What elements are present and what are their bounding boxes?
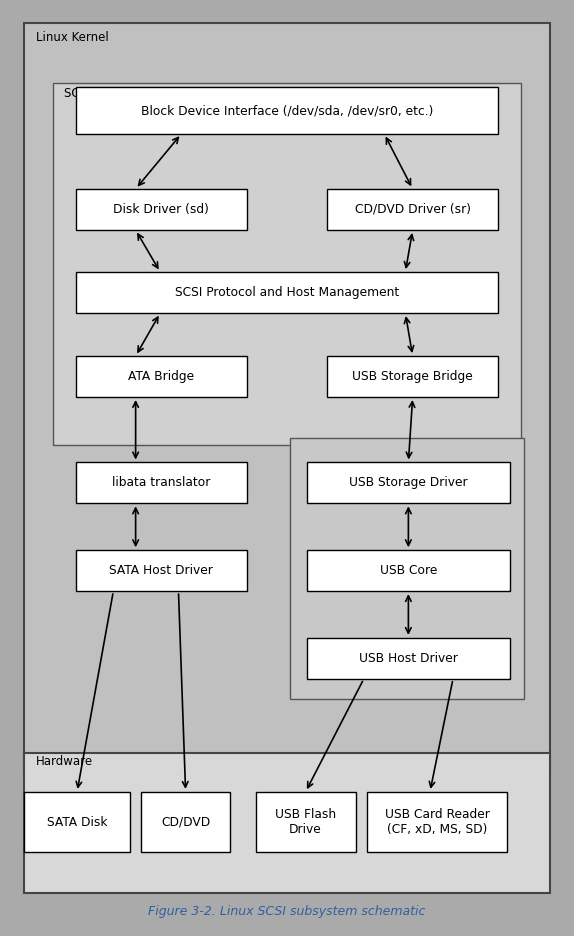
Bar xyxy=(53,82,521,445)
Text: SATA Host Driver: SATA Host Driver xyxy=(110,564,214,578)
Bar xyxy=(327,189,498,230)
Bar xyxy=(290,438,524,699)
Text: USB Card Reader
(CF, xD, MS, SD): USB Card Reader (CF, xD, MS, SD) xyxy=(385,808,490,836)
Bar xyxy=(76,87,498,134)
Bar xyxy=(141,792,230,853)
Bar xyxy=(76,462,247,504)
Bar xyxy=(24,753,550,893)
Bar xyxy=(76,550,247,592)
Bar xyxy=(76,356,247,397)
Text: USB Host Driver: USB Host Driver xyxy=(359,651,458,665)
Bar xyxy=(76,189,247,230)
Bar xyxy=(307,550,510,592)
Text: USB Flash
Drive: USB Flash Drive xyxy=(275,808,336,836)
Text: Figure 3-2. Linux SCSI subsystem schematic: Figure 3-2. Linux SCSI subsystem schemat… xyxy=(148,905,426,918)
Bar xyxy=(307,462,510,504)
Text: Block Device Interface (/dev/sda, /dev/sr0, etc.): Block Device Interface (/dev/sda, /dev/s… xyxy=(141,104,433,117)
Text: USB Storage Bridge: USB Storage Bridge xyxy=(352,370,473,383)
Bar xyxy=(255,792,355,853)
Text: SCSI Protocol and Host Management: SCSI Protocol and Host Management xyxy=(175,286,399,300)
Text: SCSI Subsystem: SCSI Subsystem xyxy=(64,87,160,100)
Text: USB Core: USB Core xyxy=(379,564,437,578)
Bar xyxy=(24,792,130,853)
Text: USB Storage Driver: USB Storage Driver xyxy=(349,476,468,490)
Text: Disk Driver (sd): Disk Driver (sd) xyxy=(114,203,210,216)
Text: CD/DVD: CD/DVD xyxy=(161,815,210,828)
Text: libata translator: libata translator xyxy=(112,476,211,490)
Bar xyxy=(24,22,550,771)
Bar xyxy=(367,792,507,853)
Text: Hardware: Hardware xyxy=(36,755,93,768)
Text: CD/DVD Driver (sr): CD/DVD Driver (sr) xyxy=(355,203,471,216)
Text: SATA Disk: SATA Disk xyxy=(47,815,107,828)
Bar xyxy=(76,272,498,313)
Text: Linux Kernel: Linux Kernel xyxy=(36,31,108,44)
Text: ATA Bridge: ATA Bridge xyxy=(128,370,195,383)
Bar xyxy=(327,356,498,397)
Bar xyxy=(307,637,510,679)
